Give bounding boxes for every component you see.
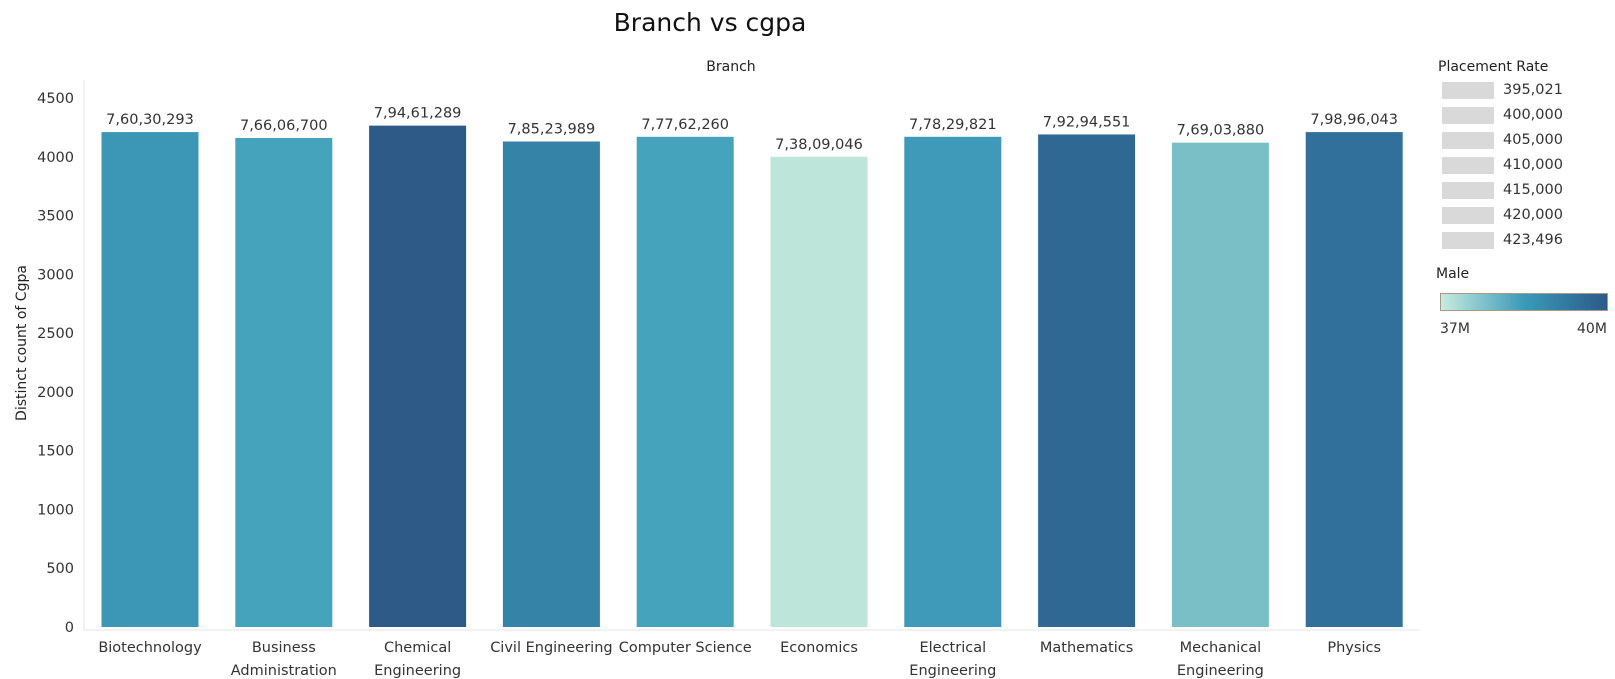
size-legend-item: 420,000 [1442, 206, 1563, 224]
bar-data-label: 7,69,03,880 [1177, 123, 1265, 139]
x-tick-label: Engineering [1177, 663, 1264, 679]
size-legend-swatch [1442, 106, 1494, 124]
bar-data-label: 7,98,96,043 [1310, 112, 1398, 128]
y-tick-label: 3000 [37, 267, 74, 283]
y-tick-label: 1000 [37, 502, 74, 518]
size-legend-label: 400,000 [1503, 107, 1563, 123]
chart-title: Branch vs cgpa [613, 8, 807, 37]
x-axis: Biotechnology Business Administration Chemi… [98, 640, 1381, 679]
bar [770, 156, 868, 627]
x-tick-label: Business [252, 640, 316, 656]
bar-data-label: 7,77,62,260 [641, 117, 729, 133]
size-legend-label: 420,000 [1503, 207, 1563, 223]
size-legend-swatch [1442, 131, 1494, 149]
bar [1305, 132, 1403, 627]
size-legend-swatch [1442, 231, 1494, 249]
size-legend-title: Placement Rate [1438, 59, 1549, 75]
bar-data-label: 7,85,23,989 [508, 121, 596, 137]
y-tick-label: 4500 [37, 91, 74, 107]
bars: 7,60,30,293 7,66,06,700 7,94,61,289 7,85,23… [101, 106, 1403, 628]
size-legend-label: 415,000 [1503, 182, 1563, 198]
size-legend-swatch [1442, 181, 1494, 199]
x-tick-label: Physics [1327, 640, 1381, 656]
bar [101, 132, 199, 627]
size-legend-label: 423,496 [1503, 232, 1563, 248]
bar-data-label: 7,38,09,046 [775, 137, 863, 153]
bar-data-label: 7,78,29,821 [909, 117, 997, 133]
size-legend-label: 405,000 [1503, 132, 1563, 148]
y-tick-label: 2500 [37, 326, 74, 342]
x-tick-label: Computer Science [619, 640, 752, 656]
size-legend-swatch [1442, 81, 1494, 99]
bar [636, 136, 734, 627]
x-tick-label: Civil Engineering [490, 640, 612, 656]
y-tick-label: 2000 [37, 385, 74, 401]
bar-data-label: 7,92,94,551 [1043, 114, 1131, 130]
x-tick-label: Biotechnology [98, 640, 202, 656]
x-tick-label: Mechanical [1180, 640, 1262, 656]
color-legend-title: Male [1436, 266, 1470, 282]
size-legend-item: 395,021 [1442, 81, 1563, 99]
bar [1171, 142, 1269, 627]
y-tick-label: 3500 [37, 209, 74, 225]
bar [1038, 134, 1136, 628]
bar-data-label: 7,94,61,289 [374, 106, 462, 122]
size-legend-swatch [1442, 206, 1494, 224]
bar [502, 141, 600, 628]
x-tick-label: Electrical [919, 640, 986, 656]
size-legend-item: 405,000 [1442, 131, 1563, 149]
y-tick-label: 1500 [37, 444, 74, 460]
bar-chart: Branch Distinct count of Cgpa 0 500 1000 15… [14, 59, 1420, 679]
bar [369, 125, 467, 628]
y-axis: 0 500 1000 1500 2000 2500 3000 3500 4000 4500 [37, 80, 1420, 636]
x-tick-label: Chemical [384, 640, 451, 656]
x-tick-label: Administration [231, 663, 337, 679]
size-legend-label: 410,000 [1503, 157, 1563, 173]
color-legend-ramp [1440, 293, 1608, 311]
size-legend-swatch [1442, 156, 1494, 174]
y-tick-label: 4000 [37, 150, 74, 166]
y-tick-label: 500 [46, 561, 74, 577]
size-legend-item: 423,496 [1442, 231, 1563, 249]
color-legend-max: 40M [1577, 321, 1607, 337]
bar [904, 136, 1002, 627]
size-legend-item: 410,000 [1442, 156, 1563, 174]
bar-data-label: 7,66,06,700 [240, 118, 328, 134]
x-tick-label: Mathematics [1040, 640, 1133, 656]
y-axis-title: Distinct count of Cgpa [14, 265, 30, 421]
size-legend-label: 395,021 [1503, 82, 1563, 98]
x-tick-label: Economics [780, 640, 858, 656]
bar-data-label: 7,60,30,293 [106, 112, 194, 128]
y-tick-label: 0 [65, 620, 74, 636]
color-legend-min: 37M [1440, 321, 1470, 337]
bar [235, 137, 333, 628]
x-tick-label: Engineering [374, 663, 461, 679]
x-tick-label: Engineering [909, 663, 996, 679]
size-legend-item: 400,000 [1442, 106, 1563, 124]
size-legend-item: 415,000 [1442, 181, 1563, 199]
x-axis-title: Branch [706, 59, 755, 75]
